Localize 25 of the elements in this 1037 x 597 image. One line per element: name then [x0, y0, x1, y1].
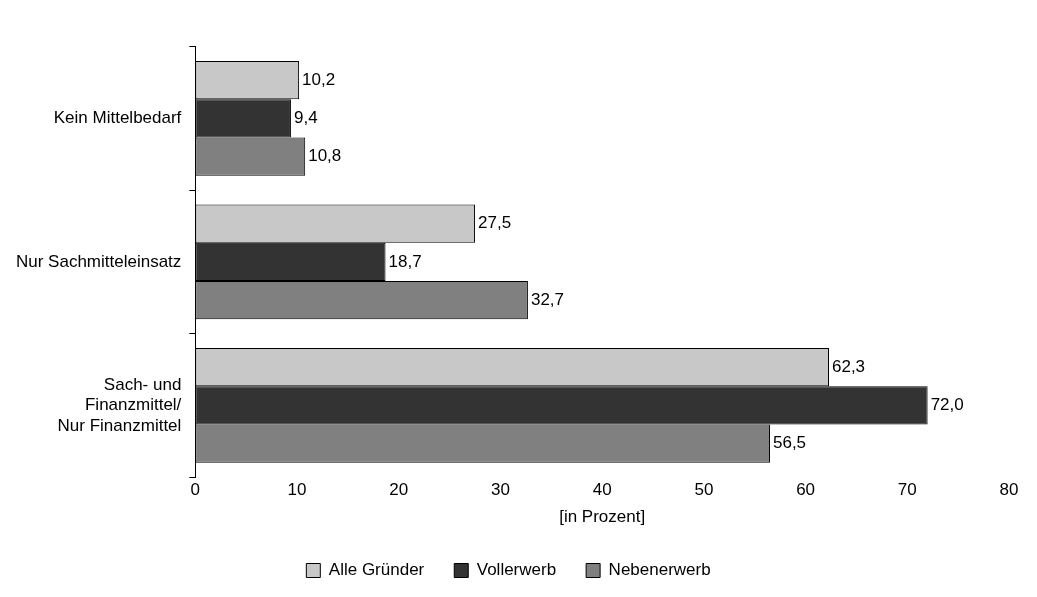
x-axis-title: [in Prozent] — [559, 507, 646, 527]
data-label: 9,4 — [293, 108, 318, 128]
y-tick-label: Nur Sachmitteleinsatz — [16, 251, 182, 271]
data-label: 56,5 — [772, 433, 807, 453]
x-tick-label: 40 — [592, 480, 612, 500]
legend-label: Vollerwerb — [476, 560, 557, 580]
y-tick-label: Sach- und Finanzmittel/ Nur Finanzmittel — [57, 374, 182, 435]
legend-label: Nebenerwerb — [608, 560, 711, 580]
data-label: 10,2 — [302, 69, 336, 89]
x-tick-label: 0 — [190, 480, 201, 500]
data-label: 72,0 — [930, 395, 964, 415]
data-label: 32,7 — [530, 289, 565, 309]
data-label: 18,7 — [388, 251, 422, 271]
data-label: 62,3 — [831, 356, 866, 376]
y-tick-label: Kein Mittelbedarf — [53, 108, 182, 128]
x-tick-label: 80 — [999, 480, 1019, 500]
x-tick-label: 30 — [491, 480, 510, 500]
x-tick-label: 10 — [287, 480, 307, 500]
x-tick-label: 20 — [389, 480, 409, 500]
x-tick-label: 70 — [897, 480, 917, 500]
data-label: 27,5 — [478, 213, 512, 233]
x-tick-label: 50 — [694, 480, 714, 500]
x-tick-label: 60 — [796, 480, 816, 500]
data-label: 10,8 — [308, 146, 342, 166]
legend-label: Alle Gründer — [328, 560, 425, 580]
